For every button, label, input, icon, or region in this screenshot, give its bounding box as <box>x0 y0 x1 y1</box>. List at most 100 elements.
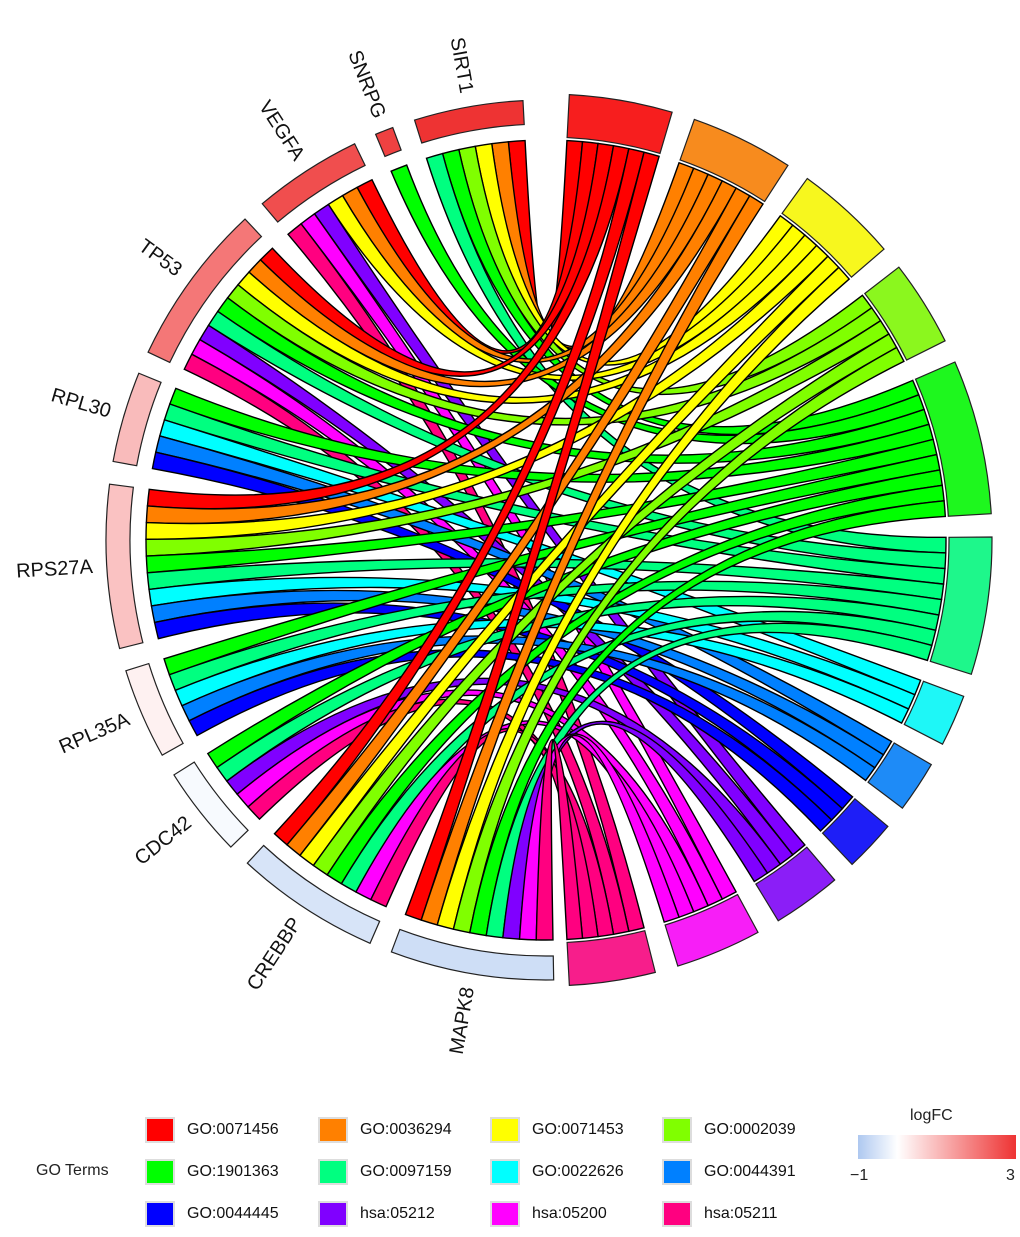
legend-swatch <box>145 1117 175 1143</box>
ribbon-tp53-go-0071453 <box>237 234 818 404</box>
legend-swatch <box>490 1159 520 1185</box>
legend-swatch <box>662 1201 692 1227</box>
ribbon-vegfa-go-0071453 <box>327 194 806 381</box>
legend-swatch <box>662 1159 692 1185</box>
gene-segment-mapk8 <box>390 928 555 981</box>
legend-swatch <box>490 1201 520 1227</box>
ribbon-mapk8-go-0097159 <box>485 622 933 939</box>
term-segment-go-0044391 <box>867 742 933 809</box>
legend-item-go-0071453: GO:0071453 <box>490 1115 624 1145</box>
legend-item-go-0044445: GO:0044445 <box>145 1199 279 1229</box>
ribbon-rps27a-go-0097159 <box>146 558 945 601</box>
legend-label: GO:0071456 <box>187 1121 279 1138</box>
legend-swatch <box>662 1117 692 1143</box>
ribbon-crebbp-go-0071456 <box>273 147 645 846</box>
gene-label-mapk8: MAPK8 <box>446 985 479 1056</box>
legend-swatch <box>145 1201 175 1227</box>
ribbon-tp53-go-1901363 <box>216 296 930 464</box>
gene-label-sirt1: SIRT1 <box>446 36 478 95</box>
legend-swatch <box>318 1201 348 1227</box>
gene-segment-sirt1 <box>413 99 525 144</box>
ribbon-crebbp-go-0071453 <box>299 255 840 867</box>
gene-label-tp53: TP53 <box>134 235 186 281</box>
ribbons-layer <box>145 139 947 941</box>
legend-swatch <box>145 1159 175 1185</box>
colorbar <box>858 1135 1016 1159</box>
ribbon-rps27a-go-0036294 <box>145 179 738 525</box>
term-segment-hsa-05211 <box>566 929 657 987</box>
ribbon-mapk8-hsa-05200 <box>518 733 680 941</box>
ribbon-vegfa-go-0036294 <box>341 167 710 364</box>
gene-segment-cdc42 <box>173 761 249 848</box>
legend-item-go-0002039: GO:0002039 <box>662 1115 796 1145</box>
chord-diagram: SIRT1 SNRPG VEGFA TP53 RPL30 RPS27A RPL35A CDC4… <box>16 36 993 1056</box>
legend-swatch <box>318 1117 348 1143</box>
ribbon-mapk8-go-0002039 <box>452 346 905 934</box>
term-segment-go-0044445 <box>821 797 889 866</box>
legend-label: GO:0044391 <box>704 1163 796 1180</box>
legend-label: GO:0022626 <box>532 1163 624 1180</box>
ribbon-crebbp-go-0036294 <box>286 187 751 857</box>
ribbon-rpl35a-go-0044445 <box>188 649 833 832</box>
ribbon-rpl30-go-1901363 <box>168 387 934 483</box>
colorbar-max-label: 3 <box>1006 1167 1015 1184</box>
gene-label-rpl35a: RPL35A <box>56 708 134 758</box>
term-segment-go-0036294 <box>679 118 789 203</box>
gene-segment-vegfa <box>261 142 366 223</box>
gene-segment-rpl30 <box>112 372 162 467</box>
ribbon-tp53-go-0071456 <box>259 142 615 377</box>
legend-label: hsa:05200 <box>532 1205 607 1222</box>
legend-item-hsa-05200: hsa:05200 <box>490 1199 607 1229</box>
ribbon-mapk8-go-0036294 <box>420 194 764 926</box>
ribbon-tp53-go-0097159 <box>207 310 947 570</box>
gene-label-snrpg: SNRPG <box>343 47 390 121</box>
ribbon-rpl35a-go-0097159 <box>168 580 943 692</box>
legend-item-go-0097159: GO:0097159 <box>318 1157 452 1187</box>
term-segment-go-0071456 <box>566 93 673 155</box>
ribbon-rps27a-go-0071456 <box>146 144 630 510</box>
ribbon-mapk8-go-0071456 <box>404 151 660 921</box>
gene-segment-snrpg <box>374 126 402 158</box>
colorbar-min-label: −1 <box>850 1167 869 1184</box>
term-segment-go-0002039 <box>863 266 946 361</box>
ribbon-crebbp-go-1901363 <box>326 484 945 885</box>
gene-label-rps27a: RPS27A <box>16 556 95 583</box>
ribbon-rps27a-go-0022626 <box>148 576 916 710</box>
gene-segment-tp53 <box>147 218 263 364</box>
legend-item-go-0022626: GO:0022626 <box>490 1157 624 1187</box>
term-segment-go-0022626 <box>903 680 965 745</box>
legend-item-hsa-05212: hsa:05212 <box>318 1199 435 1229</box>
gene-segment-rpl35a <box>125 662 184 756</box>
ribbon-cdc42-go-1901363 <box>206 469 944 769</box>
ribbon-mapk8-go-1901363 <box>468 500 947 937</box>
ribbon-crebbp-go-0002039 <box>312 333 898 876</box>
term-segment-go-0097159 <box>929 536 993 676</box>
ribbon-sirt1-go-0002039 <box>457 145 873 396</box>
ribbon-cdc42-go-0097159 <box>216 595 940 783</box>
gene-label-rpl30: RPL30 <box>49 384 114 422</box>
legend-swatch <box>318 1159 348 1185</box>
ribbon-rpl30-go-0044445 <box>151 451 854 810</box>
gene-segment-crebbp <box>246 844 381 945</box>
gene-label-cdc42: CDC42 <box>131 812 196 870</box>
gene-label-vegfa: VEGFA <box>254 97 309 165</box>
legend-item-hsa-05211: hsa:05211 <box>662 1199 778 1229</box>
legend-title: GO Terms <box>36 1162 109 1179</box>
legend-label: GO:0002039 <box>704 1121 796 1138</box>
term-segment-hsa-05200 <box>664 893 759 967</box>
ribbon-mapk8-go-0071453 <box>436 266 851 930</box>
ribbon-mapk8-hsa-05211 <box>535 738 584 941</box>
term-segment-hsa-05212 <box>755 846 836 922</box>
legend-item-go-0071456: GO:0071456 <box>145 1115 279 1145</box>
ribbon-rps27a-go-0071453 <box>145 244 829 541</box>
legend-item-go-0044391: GO:0044391 <box>662 1157 796 1187</box>
gene-label-crebbp: CREBBP <box>243 914 306 995</box>
term-segment-go-1901363 <box>914 361 992 517</box>
segments-layer <box>105 93 993 987</box>
legend-label: hsa:05211 <box>704 1205 778 1222</box>
legend-label: GO:0044445 <box>187 1205 279 1222</box>
ribbon-rps27a-go-0002039 <box>145 319 890 557</box>
legend-label: GO:0036294 <box>360 1121 452 1138</box>
legend-label: GO:0071453 <box>532 1121 624 1138</box>
legend-label: GO:0097159 <box>360 1163 452 1180</box>
